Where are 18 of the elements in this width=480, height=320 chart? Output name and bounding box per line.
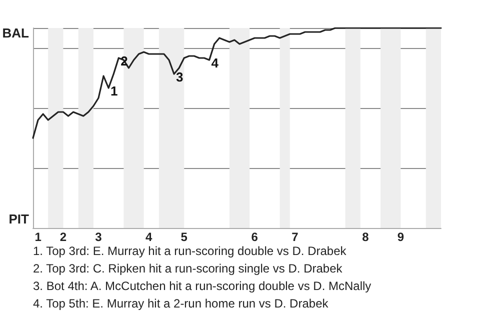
annotation: 4	[211, 56, 220, 70]
x-tick-label: 2	[60, 230, 67, 244]
x-tick-label: 9	[397, 230, 404, 244]
text: 2. Top 3rd: C. Ripken hit a run-scoring single vs D. Drabek	[33, 262, 344, 276]
x-tick-label: 6	[251, 230, 258, 244]
x-tick-label: 7	[292, 230, 299, 244]
x-tick-label: 5	[180, 230, 188, 244]
x-tick-label: 4	[146, 230, 153, 244]
x-tick-label: 8	[362, 230, 370, 244]
x-tick-label: 1	[34, 230, 42, 244]
x-tick-label: 3	[95, 230, 102, 244]
text: 3. Bot 4th: A. McCutchen hit a run-scoring double vs D. McNally	[33, 279, 372, 293]
text: 1. Top 3rd: E. Murray hit a run-scoring double vs D. Drabek	[33, 244, 348, 258]
text: BAL	[2, 26, 30, 40]
annotation: 3	[176, 70, 184, 84]
text: PIT	[8, 212, 30, 226]
annotation: 1	[110, 84, 118, 98]
text: 4. Top 5th: E. Murray hit a 2-run home run vs D. Drabek	[33, 296, 330, 310]
